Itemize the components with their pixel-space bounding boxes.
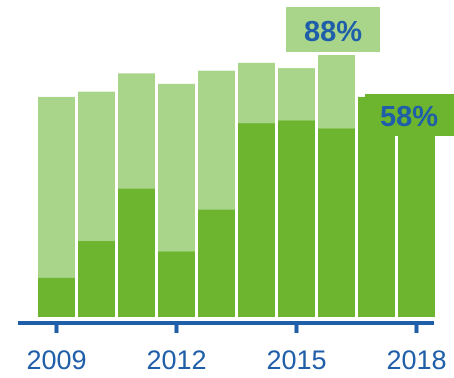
x-ticks-group: 2009 2012 2015 2018	[26, 323, 446, 375]
x-tick-label-2015: 2015	[266, 345, 326, 375]
bar-dark-2012	[158, 252, 195, 318]
bar-light-2010	[78, 92, 115, 241]
bar-dark-2011	[118, 189, 155, 317]
annotation-88-label: 88%	[304, 16, 362, 48]
bar-dark-2013	[198, 210, 235, 317]
bar-light-2015	[278, 68, 315, 120]
bar-light-2013	[198, 71, 235, 210]
bar-light-2014	[238, 63, 275, 123]
annotation-88: 88%	[286, 7, 380, 52]
annotation-58: 58%	[365, 94, 454, 136]
bar-light-2012	[158, 84, 195, 252]
bar-dark-2015	[278, 121, 315, 318]
bar-dark-2016	[318, 128, 355, 317]
bar-light-2011	[118, 73, 155, 188]
bar-dark-2014	[238, 123, 275, 317]
x-tick-label-2012: 2012	[146, 345, 206, 375]
bar-dark-2009	[38, 278, 75, 317]
bar-light-2009	[38, 97, 75, 278]
annotation-58-label: 58%	[380, 101, 438, 133]
bar-dark-2010	[78, 241, 115, 317]
x-tick-label-2009: 2009	[26, 345, 86, 375]
x-tick-label-2018: 2018	[386, 345, 446, 375]
bar-light-2016	[318, 55, 355, 128]
